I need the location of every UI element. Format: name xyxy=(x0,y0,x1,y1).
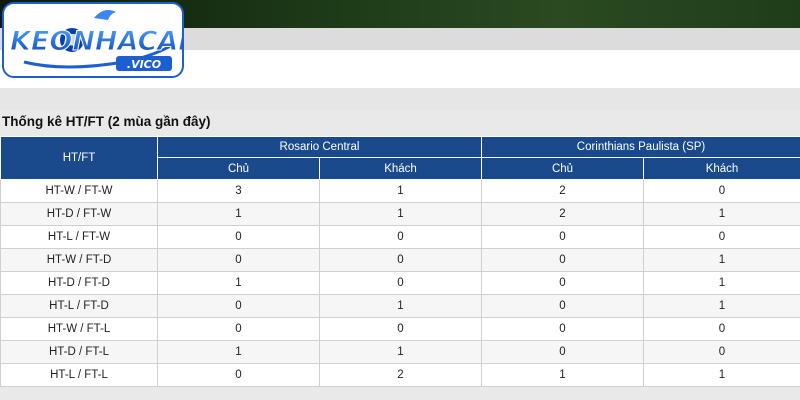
team-home-header: Rosario Central xyxy=(157,136,482,158)
team-away-header: Corinthians Paulista (SP) xyxy=(480,136,800,158)
table-cell: 0 xyxy=(642,340,800,364)
table-cell: 0 xyxy=(642,317,800,341)
table-cell: 1 xyxy=(642,202,800,226)
htft-table: HT/FT Rosario Central Corinthians Paulis… xyxy=(0,136,800,387)
table-cell: 1 xyxy=(157,271,320,295)
table-cell: 1 xyxy=(319,179,482,203)
table-cell: 0 xyxy=(319,225,482,249)
logo-subtext: .VICO xyxy=(127,58,161,71)
logo-graphic: KEONHACAI .VICO xyxy=(10,10,182,71)
table-row: HT-W / FT-L 0 0 0 0 xyxy=(0,317,800,341)
row-label: HT-D / FT-W xyxy=(0,202,158,226)
row-label: HT-L / FT-D xyxy=(0,294,158,318)
logo-text: KEONHACAI xyxy=(10,26,182,57)
table-cell: 0 xyxy=(481,248,644,272)
table-cell: 2 xyxy=(319,363,482,387)
site-logo[interactable]: KEONHACAI .VICO xyxy=(2,2,184,78)
table-cell: 0 xyxy=(157,363,320,387)
table-cell: 0 xyxy=(642,179,800,203)
table-cell: 0 xyxy=(481,225,644,249)
table-cell: 0 xyxy=(157,225,320,249)
table-cell: 0 xyxy=(481,271,644,295)
row-label: HT-L / FT-W xyxy=(0,225,158,249)
table-cell: 1 xyxy=(642,294,800,318)
table-cell: 1 xyxy=(319,294,482,318)
sub-header-away: Khách xyxy=(642,157,800,180)
sub-header-home: Chủ xyxy=(481,157,644,180)
row-label: HT-W / FT-D xyxy=(0,248,158,272)
table-row: HT-D / FT-W 1 1 2 1 xyxy=(0,202,800,226)
row-label: HT-W / FT-L xyxy=(0,317,158,341)
table-cell: 1 xyxy=(642,248,800,272)
row-label: HT-D / FT-D xyxy=(0,271,158,295)
row-label: HT-W / FT-W xyxy=(0,179,158,203)
table-cell: 0 xyxy=(319,271,482,295)
table-cell: 1 xyxy=(642,363,800,387)
sub-header-home: Chủ xyxy=(157,157,320,180)
top-divider xyxy=(0,28,800,50)
table-row: HT-D / FT-L 1 1 0 0 xyxy=(0,340,800,364)
table-cell: 1 xyxy=(319,202,482,226)
table-cell: 0 xyxy=(157,294,320,318)
table-cell: 2 xyxy=(481,202,644,226)
row-label: HT-L / FT-L xyxy=(0,363,158,387)
table-cell: 2 xyxy=(481,179,644,203)
table-row: HT-L / FT-W 0 0 0 0 xyxy=(0,225,800,249)
table-cell: 0 xyxy=(157,248,320,272)
table-row: HT-L / FT-D 0 1 0 1 xyxy=(0,294,800,318)
table-row: HT-W / FT-W 3 1 2 0 xyxy=(0,179,800,203)
table-cell: 1 xyxy=(157,202,320,226)
table-cell: 0 xyxy=(481,340,644,364)
table-cell: 0 xyxy=(319,317,482,341)
section-divider xyxy=(0,88,800,110)
table-cell: 1 xyxy=(481,363,644,387)
section-title: Thống kê HT/FT (2 mùa gần đây) xyxy=(2,114,211,129)
table-row: HT-L / FT-L 0 2 1 1 xyxy=(0,363,800,387)
table-cell: 0 xyxy=(642,225,800,249)
htft-header: HT/FT xyxy=(0,136,158,180)
table-cell: 0 xyxy=(481,294,644,318)
table-cell: 1 xyxy=(642,271,800,295)
sub-header-away: Khách xyxy=(319,157,482,180)
table-cell: 0 xyxy=(319,248,482,272)
table-row: HT-W / FT-D 0 0 0 1 xyxy=(0,248,800,272)
table-cell: 0 xyxy=(157,317,320,341)
table-cell: 1 xyxy=(157,340,320,364)
row-label: HT-D / FT-L xyxy=(0,340,158,364)
table-row: HT-D / FT-D 1 0 0 1 xyxy=(0,271,800,295)
table-cell: 1 xyxy=(319,340,482,364)
table-cell: 3 xyxy=(157,179,320,203)
table-cell: 0 xyxy=(481,317,644,341)
